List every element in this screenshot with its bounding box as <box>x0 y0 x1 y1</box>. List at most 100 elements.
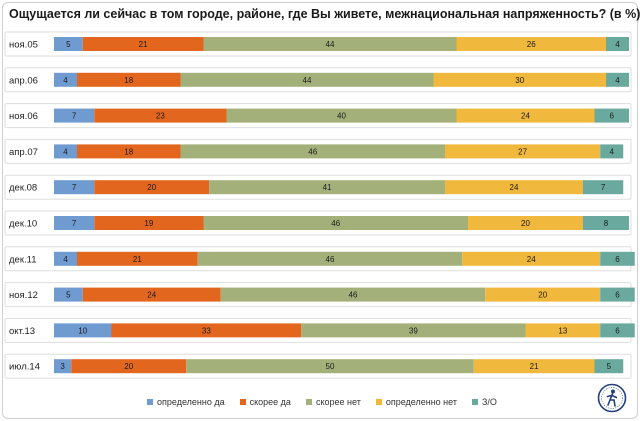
data-label: 24 <box>521 112 530 121</box>
bar-segment <box>600 144 624 159</box>
data-label: 5 <box>66 40 71 49</box>
legend-item: З/О <box>471 397 497 407</box>
category-label: апр.06 <box>9 75 38 86</box>
bar-segment <box>54 216 95 230</box>
organization-logo-icon <box>597 383 627 413</box>
bar-segment <box>54 144 77 159</box>
data-label: 8 <box>604 219 609 228</box>
bar-segment <box>226 108 457 123</box>
data-label: 33 <box>202 326 211 335</box>
data-label: 20 <box>538 291 547 300</box>
bar-segment <box>77 251 198 266</box>
data-label: 46 <box>331 219 340 228</box>
bar-segment <box>180 72 434 87</box>
category-label: дек.08 <box>9 183 37 194</box>
bar-segment <box>594 359 624 374</box>
chart-title: Ощущается ли сейчас в том городе, районе… <box>9 7 640 21</box>
bar-segment <box>606 37 629 51</box>
bar-segment <box>111 323 302 338</box>
data-label: 44 <box>303 76 312 85</box>
bar-segment <box>525 323 601 338</box>
legend-label: скорее нет <box>315 397 361 407</box>
category-label: ноя.05 <box>9 40 38 51</box>
bar-segment <box>54 323 112 338</box>
bar-segment <box>71 359 187 374</box>
data-label: 23 <box>156 112 165 121</box>
bar-segment <box>301 323 526 338</box>
data-label: 5 <box>66 291 71 300</box>
data-label: 6 <box>615 326 620 335</box>
legend-item: скорее нет <box>305 397 361 407</box>
data-label: 5 <box>607 362 612 371</box>
data-label: 4 <box>615 40 620 49</box>
data-label: 24 <box>510 183 519 192</box>
bar-segment <box>77 72 181 87</box>
bar-segment <box>94 180 210 195</box>
category-label: дек.11 <box>9 254 36 265</box>
category-label: ноя.06 <box>9 111 38 122</box>
bar-segment <box>197 251 463 266</box>
category-label: апр.07 <box>9 147 38 158</box>
data-label: 30 <box>515 76 524 85</box>
data-label: 7 <box>72 183 77 192</box>
data-label: 20 <box>521 219 530 228</box>
bar-segment <box>473 359 595 374</box>
data-label: 41 <box>323 183 332 192</box>
data-label: 46 <box>308 147 317 156</box>
data-label: 7 <box>72 112 77 121</box>
bar-segment <box>462 251 601 266</box>
legend-item: определенно да <box>147 397 225 407</box>
bar-segment <box>54 108 95 123</box>
bar-segment <box>186 359 474 374</box>
data-label: 4 <box>63 76 68 85</box>
data-label: 18 <box>124 147 133 156</box>
data-label: 6 <box>615 291 620 300</box>
legend-swatch <box>147 399 153 405</box>
bar-segment <box>600 287 635 302</box>
data-label: 6 <box>615 255 620 264</box>
data-label: 21 <box>139 40 148 49</box>
data-label: 50 <box>326 362 335 371</box>
bar-segment <box>94 216 204 230</box>
category-label: июл.14 <box>9 362 40 373</box>
bar-segment <box>485 287 601 302</box>
legend-swatch <box>375 399 382 405</box>
data-label: 4 <box>63 147 68 156</box>
bar-segment <box>77 144 181 159</box>
bar-segment <box>583 216 629 230</box>
data-label: 4 <box>610 147 615 156</box>
category-label: дек.10 <box>9 219 37 230</box>
data-label: 19 <box>144 219 153 228</box>
bar-segment <box>433 72 606 87</box>
legend-swatch <box>239 399 246 405</box>
data-label: 7 <box>601 183 606 192</box>
bar-segment <box>456 108 595 123</box>
data-label: 20 <box>124 362 133 371</box>
bar-segment <box>94 108 227 123</box>
legend-swatch <box>471 399 478 405</box>
bar-segment <box>600 323 635 338</box>
legend-label: определенно нет <box>385 397 457 407</box>
bar-segment <box>606 72 629 87</box>
legend-swatch <box>305 399 312 405</box>
bar-segment <box>82 287 221 302</box>
bar-segment <box>203 37 457 51</box>
bar-segment <box>600 251 635 266</box>
data-label: 26 <box>527 40 536 49</box>
bar-segment <box>220 287 486 302</box>
bar-segment <box>468 216 583 230</box>
data-label: 4 <box>63 255 68 264</box>
data-label: 21 <box>133 255 142 264</box>
data-label: 3 <box>60 362 65 371</box>
data-label: 24 <box>527 255 536 264</box>
data-label: 21 <box>530 362 539 371</box>
data-label: 24 <box>147 291 156 300</box>
bar-segment <box>82 37 204 51</box>
data-label: 27 <box>518 147 527 156</box>
legend-label: определенно да <box>157 397 225 407</box>
bar-segment <box>54 72 77 87</box>
bar-segment <box>54 251 77 266</box>
data-label: 46 <box>326 255 335 264</box>
legend: определенно да скорее да скорее нет определ… <box>147 397 512 407</box>
